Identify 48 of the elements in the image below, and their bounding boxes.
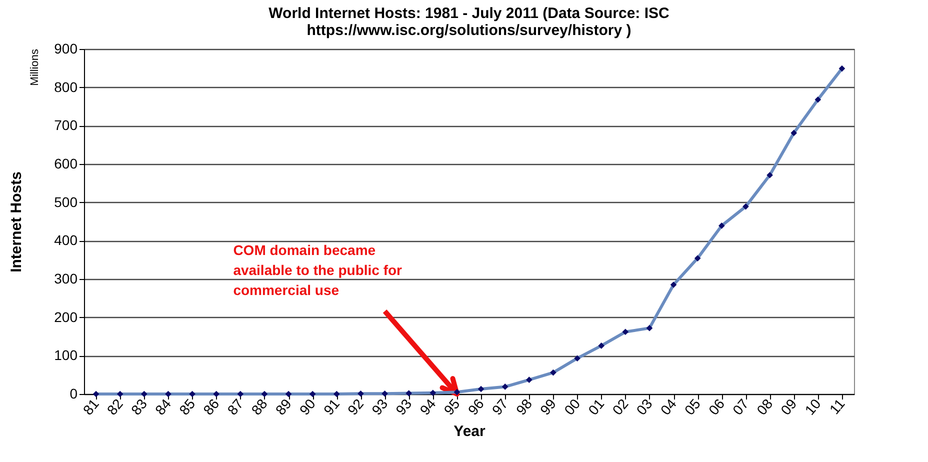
text: Millions xyxy=(29,48,41,86)
x-tick-label: 97 xyxy=(488,396,512,418)
x-tick-label: 94 xyxy=(416,396,439,418)
x-tick-label: 00 xyxy=(560,396,584,418)
x-tick-label: 95 xyxy=(440,396,463,418)
y-tick-label: 400 xyxy=(54,232,78,248)
x-tick-label: 07 xyxy=(729,396,752,418)
x-tick-label: 03 xyxy=(633,396,656,418)
x-tick-label: 93 xyxy=(368,396,391,418)
x-tick-label: 81 xyxy=(80,396,102,418)
x-tick-label: 06 xyxy=(705,396,728,418)
y-tick-label: 0 xyxy=(70,386,78,402)
x-tick-label: 02 xyxy=(609,396,632,418)
x-tick-label: 11 xyxy=(826,396,848,418)
x-tick-label: 83 xyxy=(128,396,150,418)
x-tick-label: 90 xyxy=(296,396,319,418)
y-tick-label: 700 xyxy=(54,117,78,134)
x-tick-label: 86 xyxy=(200,396,222,418)
y-tick-label: 900 xyxy=(54,40,78,56)
x-tick-label: 99 xyxy=(536,396,560,418)
x-tick-label: 89 xyxy=(272,396,295,418)
x-tick-label: 08 xyxy=(753,396,776,418)
y-tick-label: 500 xyxy=(54,194,78,210)
text: https://www.isc.org/solutions/survey/history ) xyxy=(306,22,632,39)
x-tick-label: 92 xyxy=(344,396,367,418)
y-tick-label: 600 xyxy=(54,156,78,172)
y-tick-label: 200 xyxy=(54,308,78,325)
x-tick-label: 01 xyxy=(584,396,608,418)
x-tick-label: 84 xyxy=(152,396,174,418)
x-tick-label: 09 xyxy=(777,396,800,418)
x-tick-label: 88 xyxy=(248,396,270,418)
x-tick-label: 85 xyxy=(176,396,198,418)
y-tick-label: 300 xyxy=(54,270,78,286)
x-tick-label: 93 xyxy=(392,396,415,418)
x-tick-label: 87 xyxy=(224,396,246,418)
x-tick-label: 91 xyxy=(320,396,343,418)
y-tick-label: 800 xyxy=(54,78,78,95)
text: World Internet Hosts: 1981 - July 2011 (Data Source: ISC xyxy=(268,5,670,22)
x-tick-label: 10 xyxy=(802,396,824,418)
x-tick-label: 98 xyxy=(512,396,536,418)
x-tick-label: 82 xyxy=(104,396,126,418)
y-axis-title: Internet Hosts xyxy=(8,172,26,272)
x-tick-label: 96 xyxy=(464,396,488,418)
x-tick-label: 05 xyxy=(681,396,704,418)
x-axis-title: Year xyxy=(454,422,486,440)
annotation: COM domain became available to the public for commercial use xyxy=(233,242,403,298)
x-tick-label: 04 xyxy=(657,396,680,418)
y-tick-label: 100 xyxy=(54,347,78,364)
